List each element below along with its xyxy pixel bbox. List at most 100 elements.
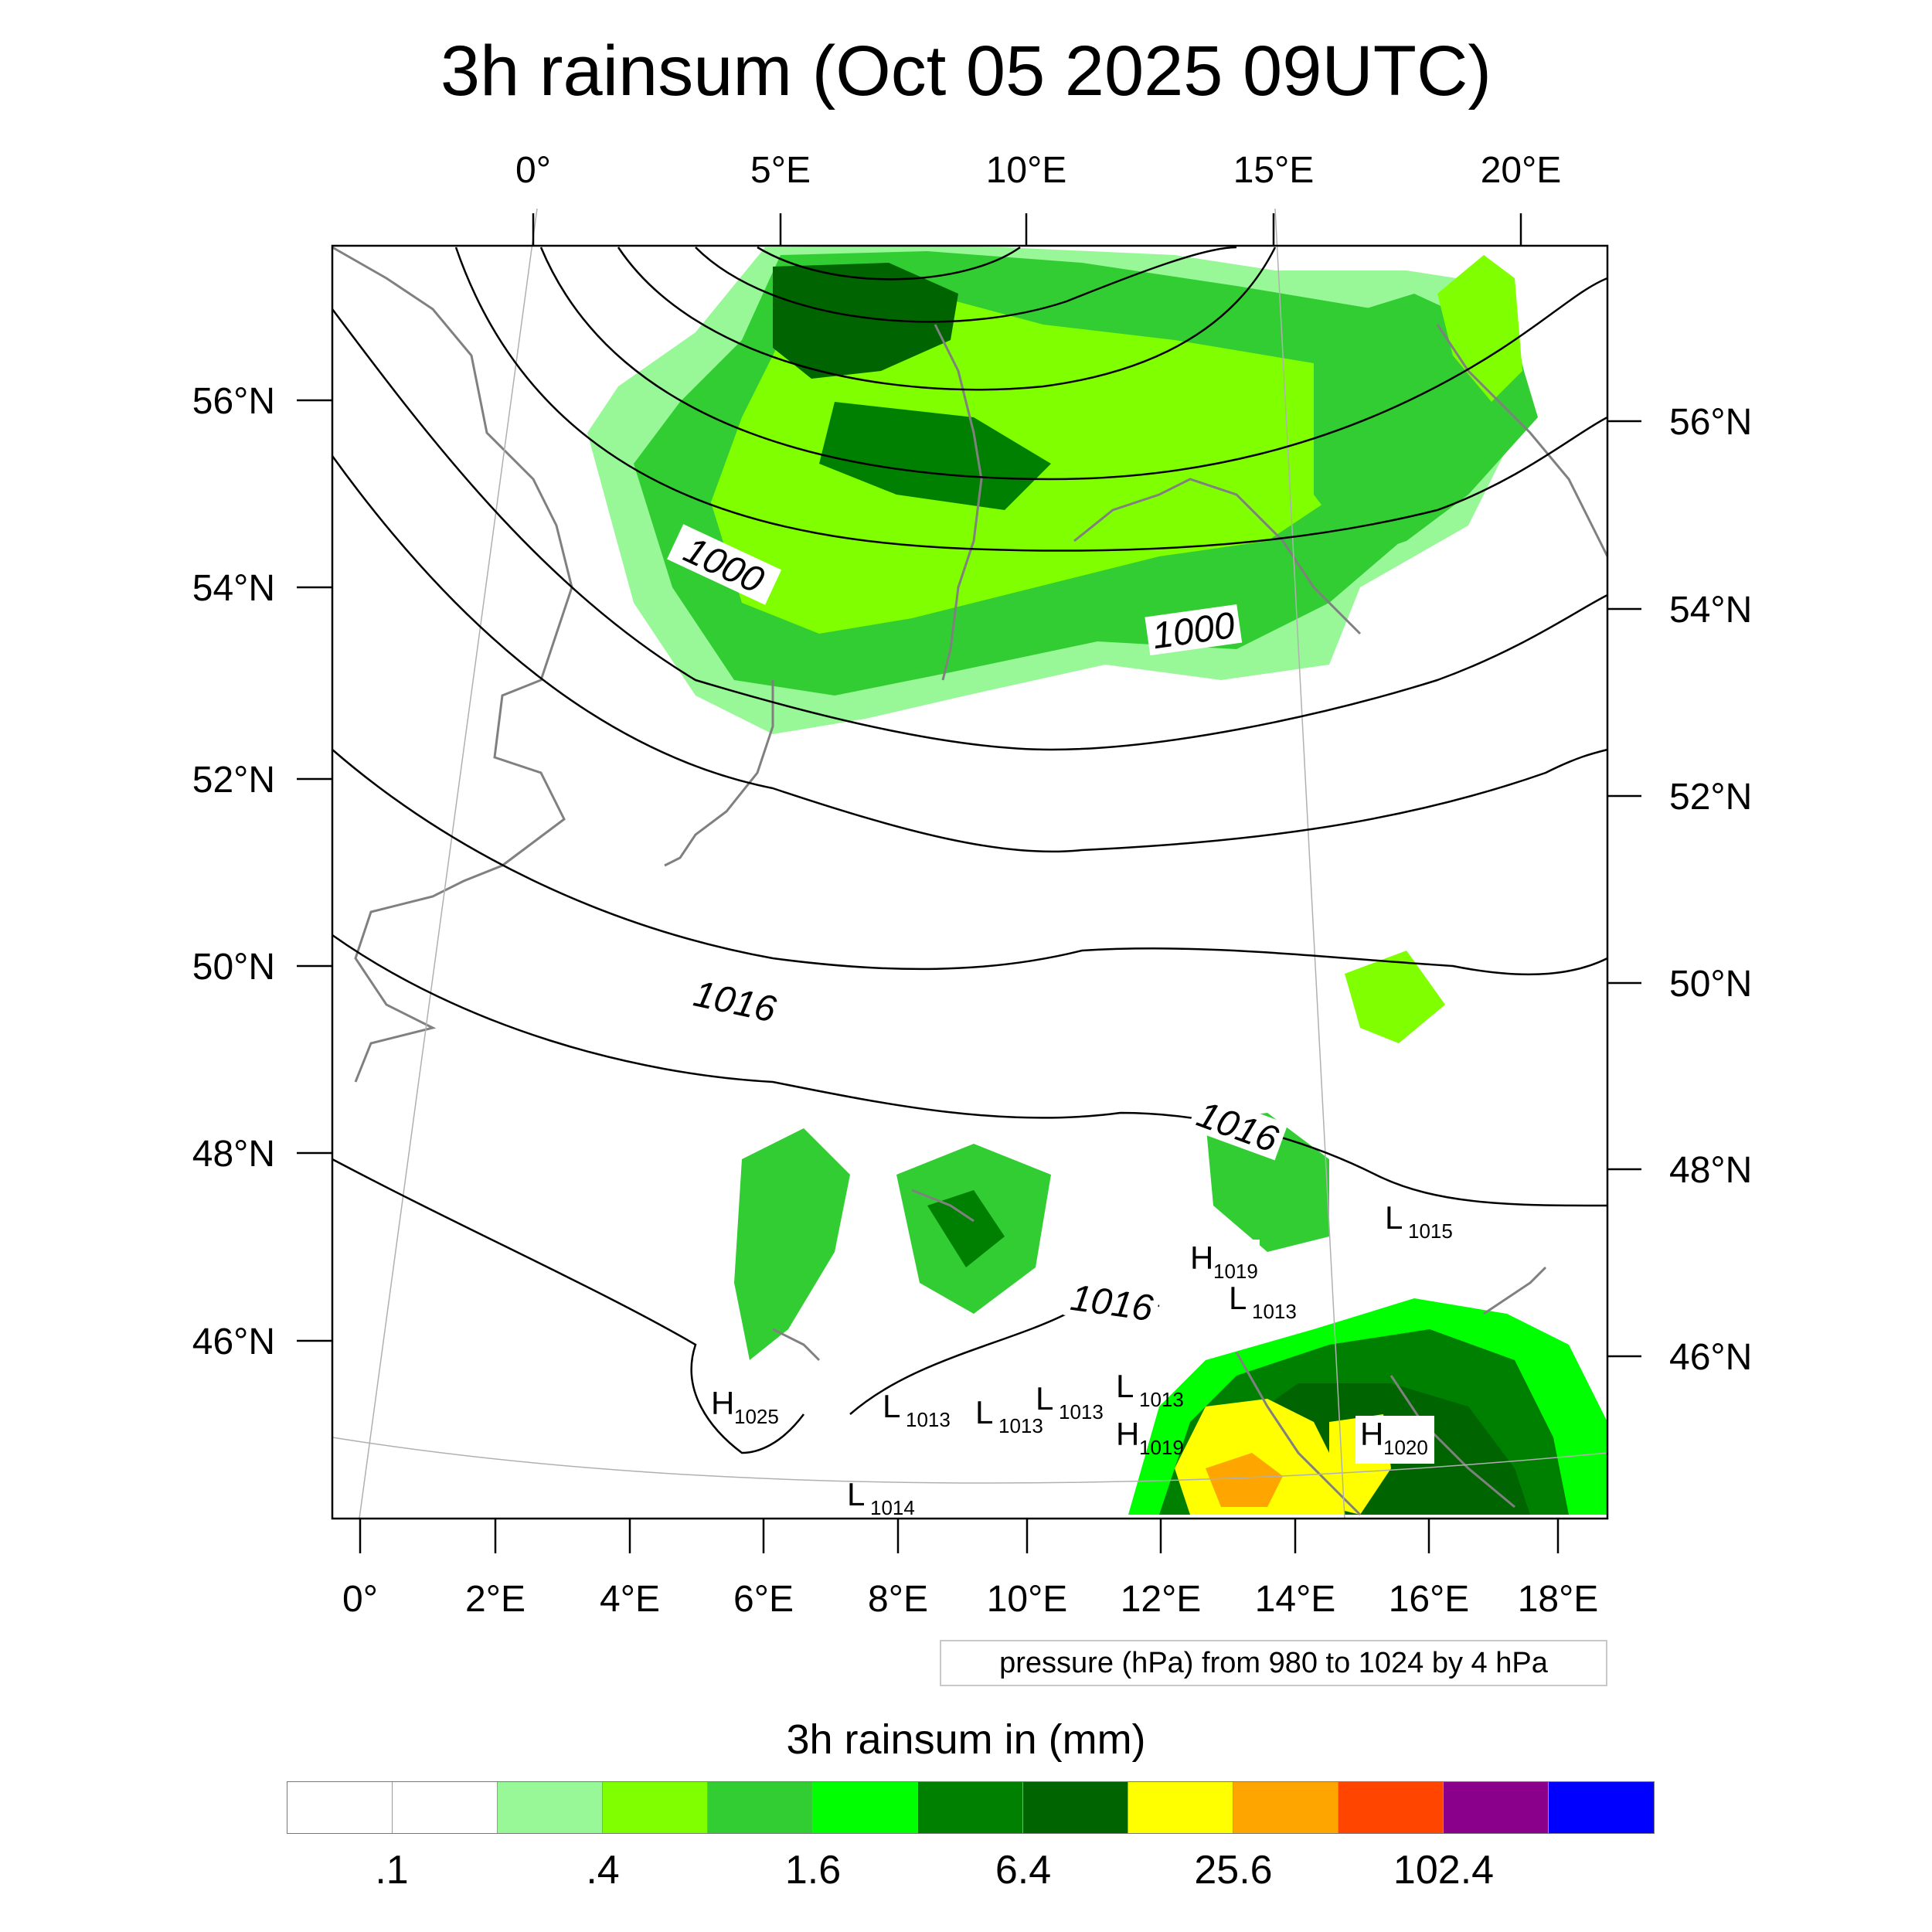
svg-text:H: H: [1116, 1416, 1139, 1452]
colorbar-swatch: [603, 1782, 708, 1833]
pressure-marker: H 1025: [711, 1385, 779, 1428]
svg-text:1013: 1013: [906, 1408, 951, 1431]
lon-label: 0°: [342, 1579, 378, 1620]
lat-label: 46°N: [1669, 1337, 1752, 1378]
svg-text:1013: 1013: [998, 1414, 1043, 1437]
svg-text:L: L: [1385, 1199, 1403, 1236]
svg-text:1014: 1014: [870, 1496, 915, 1519]
svg-text:L: L: [1036, 1380, 1053, 1417]
lat-label: 48°N: [192, 1134, 275, 1175]
pressure-marker: L 1015: [1380, 1199, 1454, 1244]
colorbar-swatch: [1233, 1782, 1338, 1833]
contour-labels: 1000 1000 1016 1016 1016: [667, 524, 1288, 1329]
rain-area-east: [1437, 255, 1522, 402]
colorbar-swatch: [1444, 1782, 1549, 1833]
contour-info-box: pressure (hPa) from 980 to 1024 by 4 hPa: [940, 1640, 1607, 1686]
colorbar-label: 1.6: [784, 1848, 842, 1893]
colorbar-swatch: [1128, 1782, 1233, 1833]
lat-label: 52°N: [192, 760, 275, 801]
colorbar-swatch: [1023, 1782, 1128, 1833]
pressure-marker: L 1013: [975, 1394, 1043, 1437]
lon-label: 12°E: [1121, 1579, 1202, 1620]
colorbar-label: .4: [586, 1848, 620, 1893]
lon-label: 0°: [515, 150, 551, 191]
lon-label: 4°E: [600, 1579, 660, 1620]
left-lat-labels: 56°N 54°N 52°N 50°N 48°N 46°N: [192, 381, 275, 1362]
map-frame: [331, 244, 1609, 1520]
top-lon-labels: 0° 5°E 10°E 15°E 20°E: [515, 150, 1561, 191]
map-title: 3h rainsum (Oct 05 2025 09UTC): [440, 32, 1492, 111]
colorbar-label: .1: [375, 1848, 409, 1893]
lon-label: 10°E: [986, 150, 1067, 191]
coastlines: [332, 246, 1609, 1516]
lat-label: 46°N: [192, 1321, 275, 1362]
svg-text:1019: 1019: [1139, 1436, 1184, 1459]
lat-label: 52°N: [1669, 777, 1752, 818]
svg-text:1020: 1020: [1383, 1436, 1428, 1459]
pressure-marker: H 1019: [1185, 1240, 1260, 1284]
rain-area-alps-east: [1206, 1113, 1329, 1252]
isobar-label: 1016: [690, 974, 780, 1031]
lon-label: 18°E: [1518, 1579, 1599, 1620]
lon-label: 15°E: [1233, 150, 1315, 191]
colorbar-swatch: [498, 1782, 603, 1833]
svg-text:1013: 1013: [1059, 1400, 1104, 1423]
svg-text:1015: 1015: [1408, 1219, 1453, 1243]
lat-label: 56°N: [1669, 402, 1752, 443]
lon-label: 6°E: [733, 1579, 794, 1620]
svg-text:H: H: [1190, 1240, 1213, 1276]
colorbar-swatch: [918, 1782, 1023, 1833]
lat-label: 50°N: [192, 947, 275, 988]
colorbar-swatch: [393, 1782, 498, 1833]
lat-label: 56°N: [192, 381, 275, 422]
rain-area-north-heavy: [773, 263, 958, 379]
pressure-marker: L 1014: [847, 1476, 915, 1519]
pressure-marker: L 1013: [1116, 1368, 1184, 1411]
colorbar-label: 6.4: [995, 1848, 1052, 1893]
colorbar-swatch: [813, 1782, 918, 1833]
graticule: [332, 208, 1608, 1519]
lon-label: 5°E: [750, 150, 811, 191]
isobar-label: 1016: [1068, 1277, 1155, 1329]
pressure-marker: H 1020: [1355, 1416, 1434, 1464]
rain-area-adriatic-orange: [1206, 1453, 1283, 1507]
colorbar-swatch: [1549, 1782, 1654, 1833]
pressure-marker: L 1013: [1036, 1380, 1104, 1423]
lat-label: 50°N: [1669, 964, 1752, 1005]
rain-area-czech: [1345, 951, 1445, 1043]
rain-area-alps-west: [734, 1128, 850, 1360]
svg-text:H: H: [711, 1385, 734, 1421]
svg-text:1025: 1025: [734, 1405, 779, 1428]
colorbar-title: 3h rainsum in (mm): [786, 1716, 1146, 1763]
colorbar-swatch: [1338, 1782, 1444, 1833]
rain-area-alps-mid2: [927, 1190, 1005, 1267]
isobars: [331, 246, 1608, 1454]
pressure-marker: L 1013: [1224, 1280, 1298, 1325]
pressure-marker: H 1019: [1116, 1416, 1184, 1459]
tick-marks: [297, 213, 1641, 1553]
lon-label: 2°E: [465, 1579, 526, 1620]
lon-label: 14°E: [1255, 1579, 1336, 1620]
right-lat-labels: 56°N 54°N 52°N 50°N 48°N 46°N: [1669, 402, 1752, 1378]
lat-label: 54°N: [192, 568, 275, 609]
svg-text:H: H: [1360, 1416, 1383, 1452]
lon-label: 10°E: [987, 1579, 1068, 1620]
svg-text:L: L: [847, 1476, 865, 1512]
precip-shading: [587, 246, 1607, 1515]
colorbar-swatch: [287, 1782, 393, 1833]
svg-text:L: L: [883, 1388, 900, 1424]
svg-text:1019: 1019: [1213, 1260, 1258, 1283]
lon-label: 20°E: [1481, 150, 1562, 191]
svg-text:L: L: [1229, 1280, 1247, 1316]
lon-label: 16°E: [1389, 1579, 1470, 1620]
lat-label: 48°N: [1669, 1150, 1752, 1191]
lon-label: 8°E: [868, 1579, 928, 1620]
bottom-lon-labels: 0° 2°E 4°E 6°E 8°E 10°E 12°E 14°E 16°E 1…: [342, 1579, 1598, 1620]
rain-area-north-light2: [711, 294, 1406, 634]
colorbar-swatch: [708, 1782, 813, 1833]
pressure-systems: H 1025 L 1013 L 1013 L 1013 L 1013 H 101…: [711, 1199, 1454, 1519]
rain-area-north-green: [819, 402, 1051, 510]
pressure-marker: L 1013: [883, 1388, 951, 1431]
svg-text:L: L: [975, 1394, 993, 1430]
